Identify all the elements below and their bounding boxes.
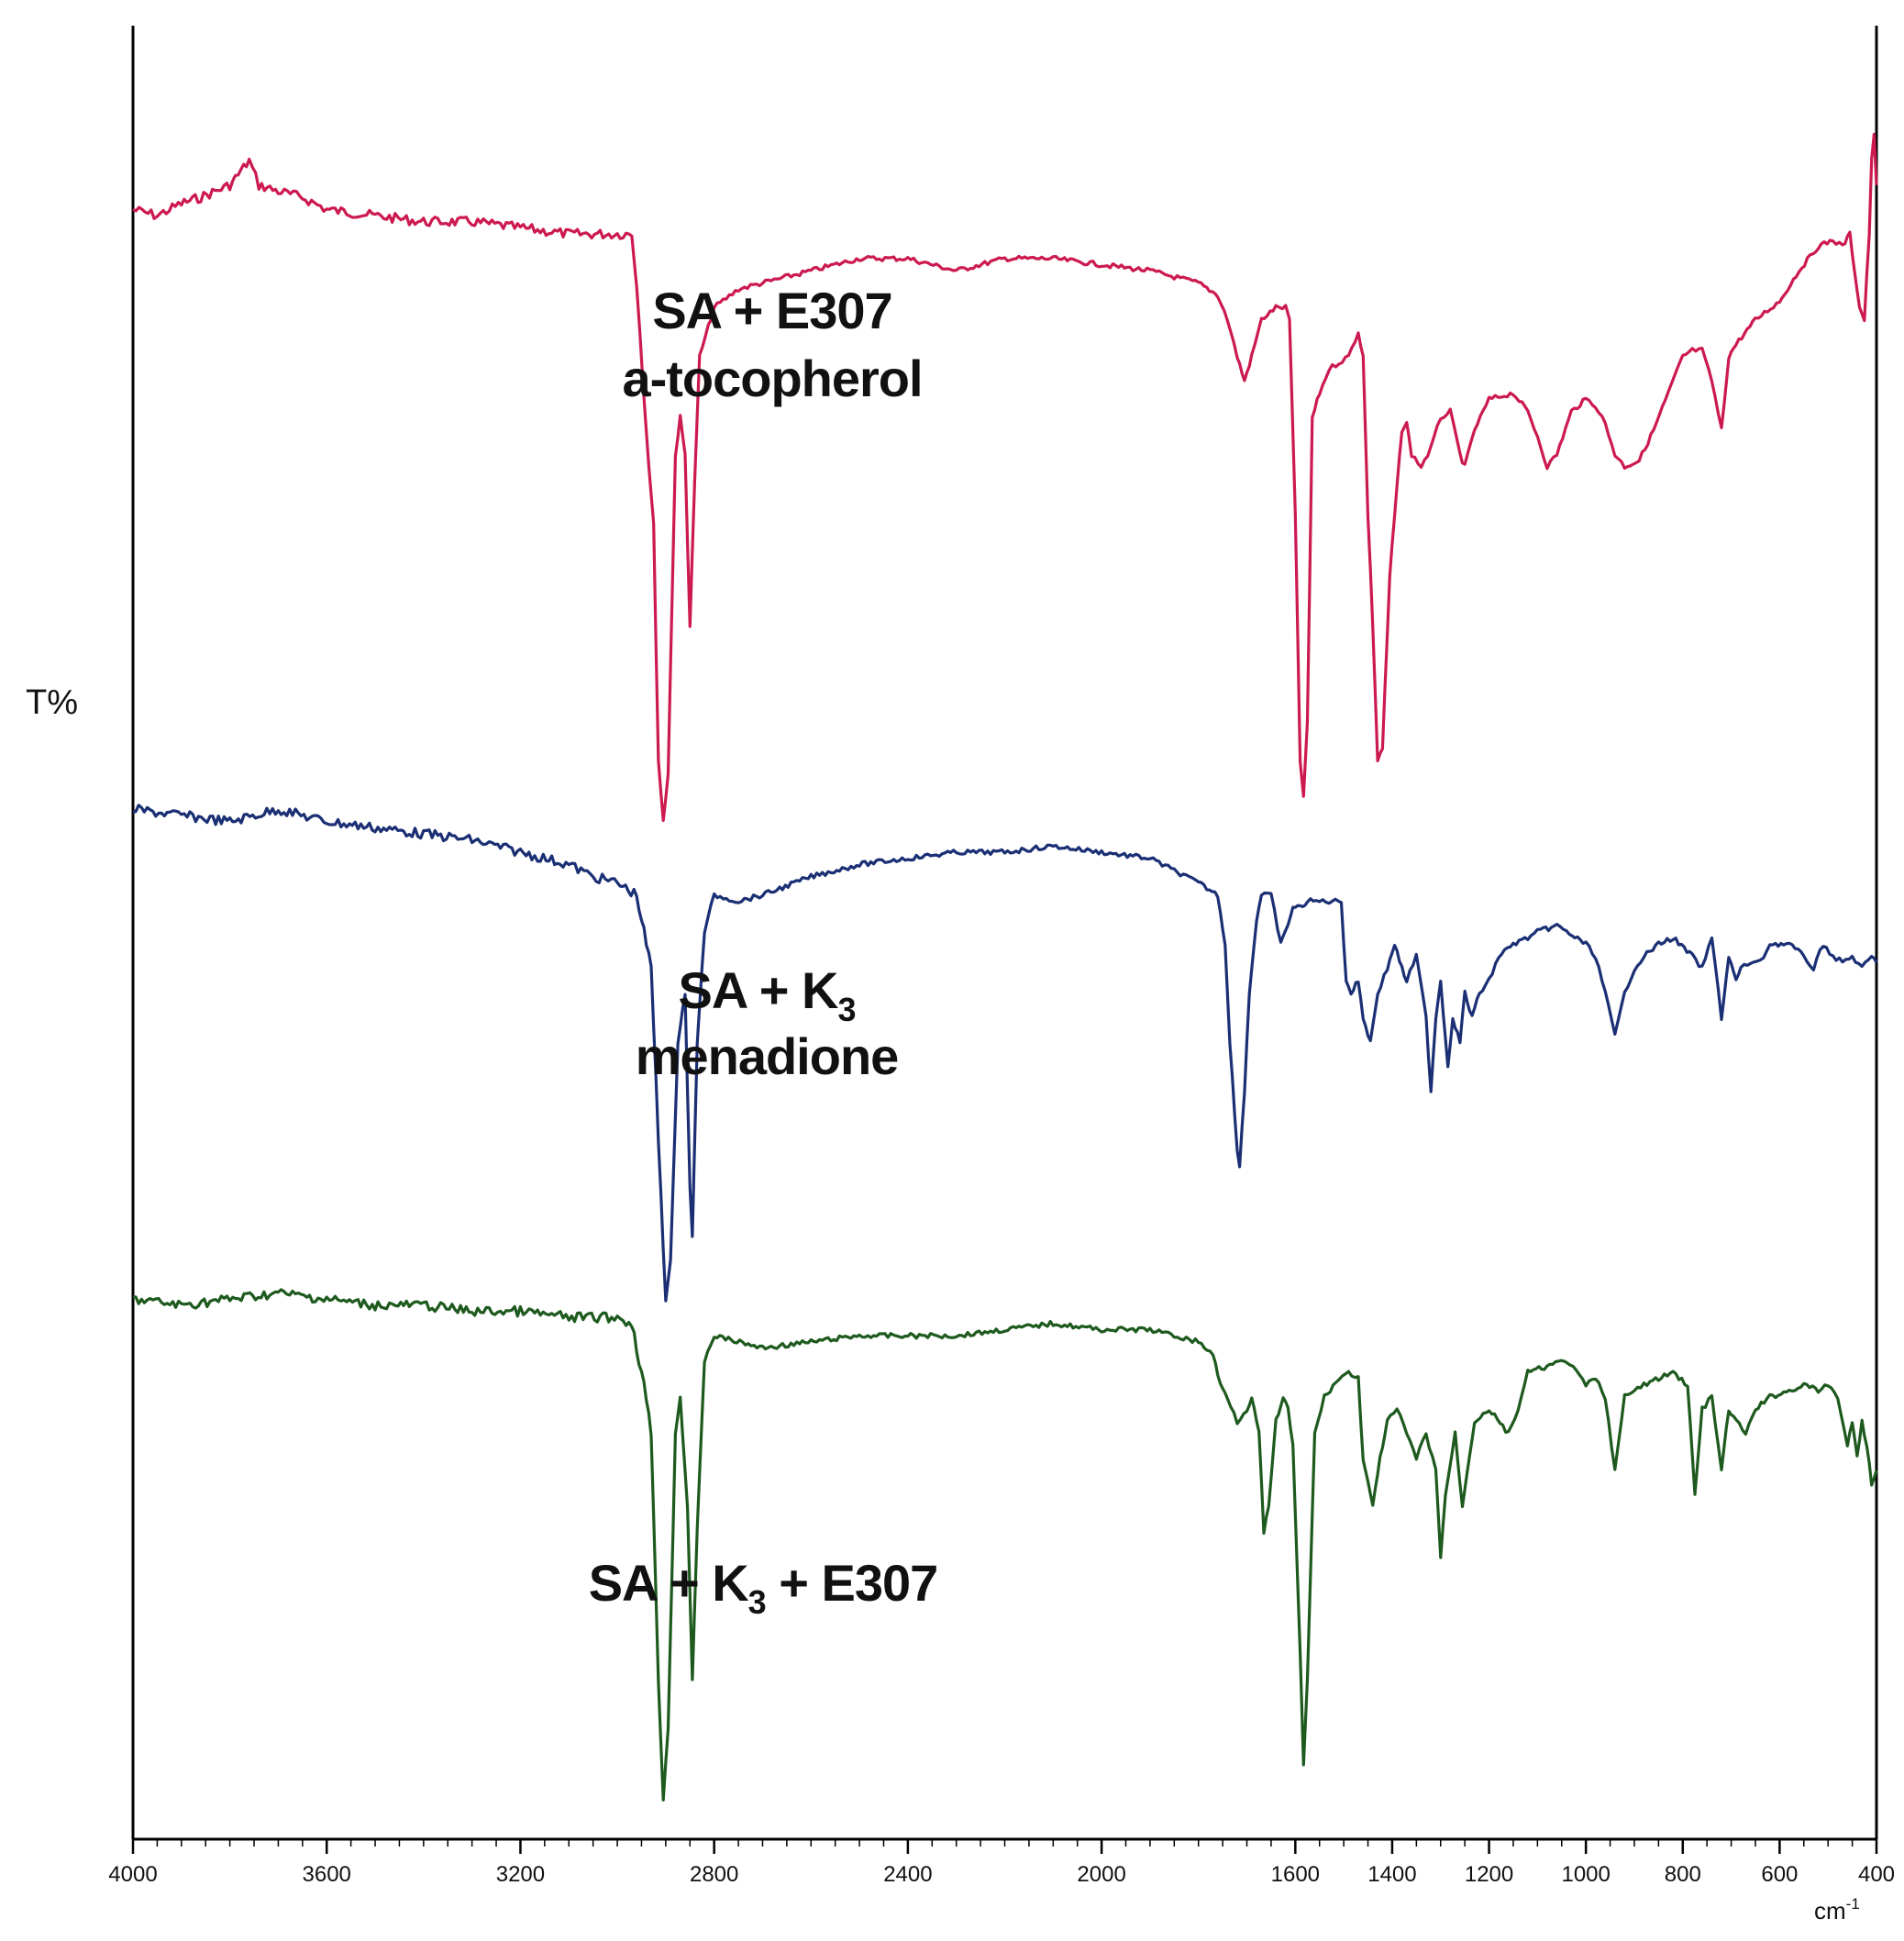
x-tick-label: 600 [1761,1862,1798,1887]
x-tick-label: 800 [1665,1862,1701,1887]
series-2-label-line2: menadione [636,1027,899,1085]
x-axis-unit: cm [1814,1897,1846,1924]
x-tick-label: 1400 [1367,1862,1416,1887]
x-tick-label: 2800 [690,1862,738,1887]
series-2-label-subscript: 3 [837,991,855,1028]
series-1-label-line1: SA + E307 [652,282,891,339]
series-1-label-line2: a-tocopherol [622,349,922,407]
spectrum-line-2 [132,804,1878,1303]
x-tick-labels: 4000 3600 3200 2800 2400 2000 1600 1400 1200 1000… [108,1862,1895,1887]
series-2-label-line1: SA + K3 [678,961,855,1028]
x-tick-label: 2400 [883,1862,932,1887]
series-3-label: SA + K3 + E307 [589,1554,938,1621]
x-major-ticks [131,1839,1878,1854]
spectrum-line-1 [132,132,1878,823]
spectra-lines [132,132,1878,1802]
x-axis-unit-exponent: -1 [1846,1895,1860,1913]
spectrum-line-3 [132,1288,1878,1802]
series-3-label-part2: + E307 [766,1554,938,1612]
x-tick-label: 2000 [1077,1862,1125,1887]
x-tick-label: 4000 [108,1862,157,1887]
x-axis-label: cm-1 [1814,1895,1860,1924]
series-2-label-base: SA + K [678,961,838,1019]
x-tick-label: 400 [1858,1862,1895,1887]
x-tick-label: 3600 [303,1862,351,1887]
y-axis-label: T% [26,683,78,722]
x-tick-label: 1000 [1561,1862,1610,1887]
x-tick-label: 1600 [1271,1862,1320,1887]
series-3-label-part1: SA + K [589,1554,749,1612]
series-3-label-subscript: 3 [748,1583,766,1621]
x-tick-label: 1200 [1465,1862,1513,1887]
x-tick-label: 3200 [496,1862,545,1887]
